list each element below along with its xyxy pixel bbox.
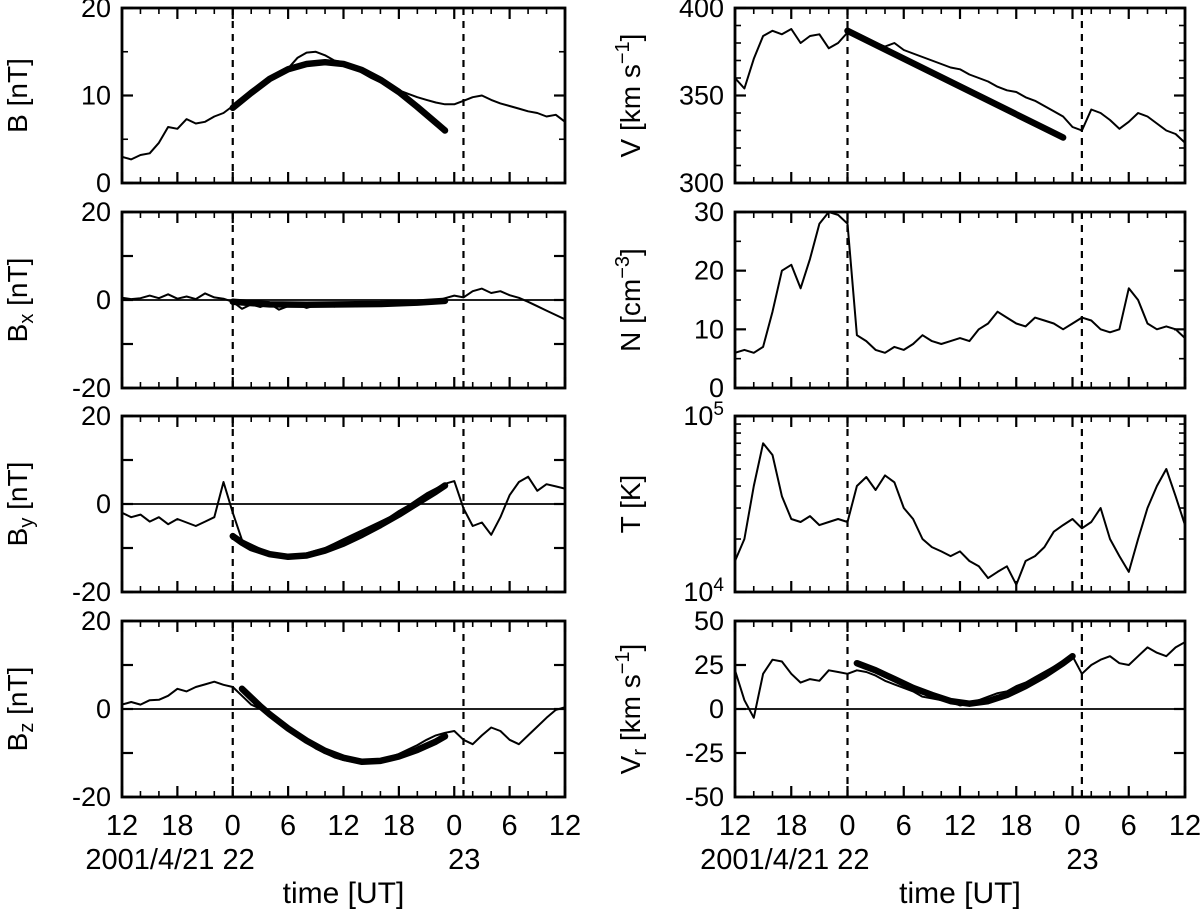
- y-tick-label: 10: [694, 314, 724, 344]
- series-B-fit: [229, 58, 449, 134]
- y-tick-label: 10: [81, 81, 111, 111]
- y-tick-label: 20: [81, 606, 111, 636]
- series-V-observed: [735, 28, 1185, 144]
- y-tick-label: 30: [694, 197, 724, 227]
- y-axis-title-Bx: Bx [nT]: [2, 258, 38, 343]
- panel-N: 0 10 20 30 N [cm−3]: [612, 197, 1187, 403]
- y-tick-label: 20: [81, 197, 111, 227]
- y-axis-title-Bz: Bz [nT]: [2, 667, 38, 752]
- y-tick-label: 105: [683, 399, 724, 431]
- series-By-observed: [122, 475, 565, 558]
- x-tick-label: 18: [161, 810, 193, 842]
- x-tick-label: 6: [280, 810, 296, 842]
- series-B-observed: [122, 50, 565, 161]
- panel-B: 0 10 20 B [nT]: [2, 0, 567, 198]
- y-tick-label: 25: [694, 650, 724, 680]
- x-tick-label: 6: [896, 810, 912, 842]
- panel-frame: [733, 414, 1187, 594]
- date-label-right: 23: [448, 844, 480, 876]
- x-tick-label: 12: [1169, 810, 1200, 842]
- y-tick-label: 0: [96, 168, 111, 198]
- series-Bz-observed: [122, 680, 565, 763]
- date-label-right: 23: [1066, 844, 1098, 876]
- y-tick-label: 20: [81, 0, 111, 23]
- series-V-fit: [844, 27, 1067, 141]
- y-axis-title-N: N [cm−3]: [612, 248, 646, 352]
- series-Vr-observed: [735, 641, 1185, 719]
- x-tick-label: 0: [839, 810, 855, 842]
- x-axis-title: time [UT]: [283, 877, 405, 910]
- series-Bx-fit: [229, 297, 449, 309]
- x-tick-label: 12: [106, 810, 138, 842]
- x-tick-label: 12: [719, 810, 751, 842]
- series-N-observed: [735, 212, 1185, 354]
- y-tick-label: 350: [679, 81, 724, 111]
- x-tick-label: 0: [446, 810, 462, 842]
- panel-frame: [733, 210, 1187, 390]
- x-tick-label: 6: [1121, 810, 1137, 842]
- panel-By: -20 0 20 By [nT]: [2, 401, 567, 607]
- y-tick-label: 400: [679, 0, 724, 23]
- y-tick-label: 0: [709, 373, 724, 403]
- panel-V: 300 350 400 V [km s−1]: [612, 0, 1187, 198]
- y-tick-label: -20: [72, 782, 111, 812]
- y-axis-title-V: V [km s−1]: [612, 34, 646, 158]
- y-tick-label: -25: [685, 738, 724, 768]
- x-tick-label: 12: [944, 810, 976, 842]
- x-axis-title: time [UT]: [899, 877, 1021, 910]
- series-T-observed: [735, 442, 1185, 586]
- x-tick-label: 18: [383, 810, 415, 842]
- panel-frame: [120, 6, 567, 185]
- y-tick-label: 0: [96, 285, 111, 315]
- y-tick-label: 104: [683, 575, 724, 607]
- y-tick-label: -50: [685, 782, 724, 812]
- y-tick-label: -20: [72, 577, 111, 607]
- series-By-fit: [229, 482, 449, 561]
- x-tick-label: 0: [1064, 810, 1080, 842]
- x-tick-label: 12: [327, 810, 359, 842]
- x-tick-label: 0: [225, 810, 241, 842]
- y-axis-title-T: T [K]: [615, 475, 646, 534]
- y-tick-label: 20: [694, 256, 724, 286]
- y-tick-label: 0: [96, 489, 111, 519]
- x-tick-label: 6: [502, 810, 518, 842]
- panel-T: 104 105 T [K]: [615, 399, 1187, 607]
- y-tick-label: 50: [694, 606, 724, 636]
- x-tick-label: 12: [549, 810, 581, 842]
- y-axis-title-B: B [nT]: [2, 58, 33, 133]
- y-tick-label: -20: [72, 373, 111, 403]
- panel-Bx: -20 0 20 Bx [nT]: [2, 197, 567, 403]
- y-tick-label: 20: [81, 401, 111, 431]
- y-tick-label: 300: [679, 168, 724, 198]
- series-Vr-fit: [853, 652, 1076, 707]
- series-Bz-fit: [238, 685, 449, 766]
- y-tick-label: 0: [96, 694, 111, 724]
- y-axis-title-Vr: Vr [km s−1]: [612, 644, 651, 775]
- x-tick-label: 18: [1000, 810, 1032, 842]
- panel-frame: [733, 6, 1187, 185]
- y-axis-title-By: By [nT]: [2, 462, 38, 547]
- date-label-left: 2001/4/21 22: [85, 844, 254, 876]
- y-tick-label: 0: [709, 694, 724, 724]
- x-tick-label: 18: [775, 810, 807, 842]
- date-label-left: 2001/4/21 22: [700, 844, 869, 876]
